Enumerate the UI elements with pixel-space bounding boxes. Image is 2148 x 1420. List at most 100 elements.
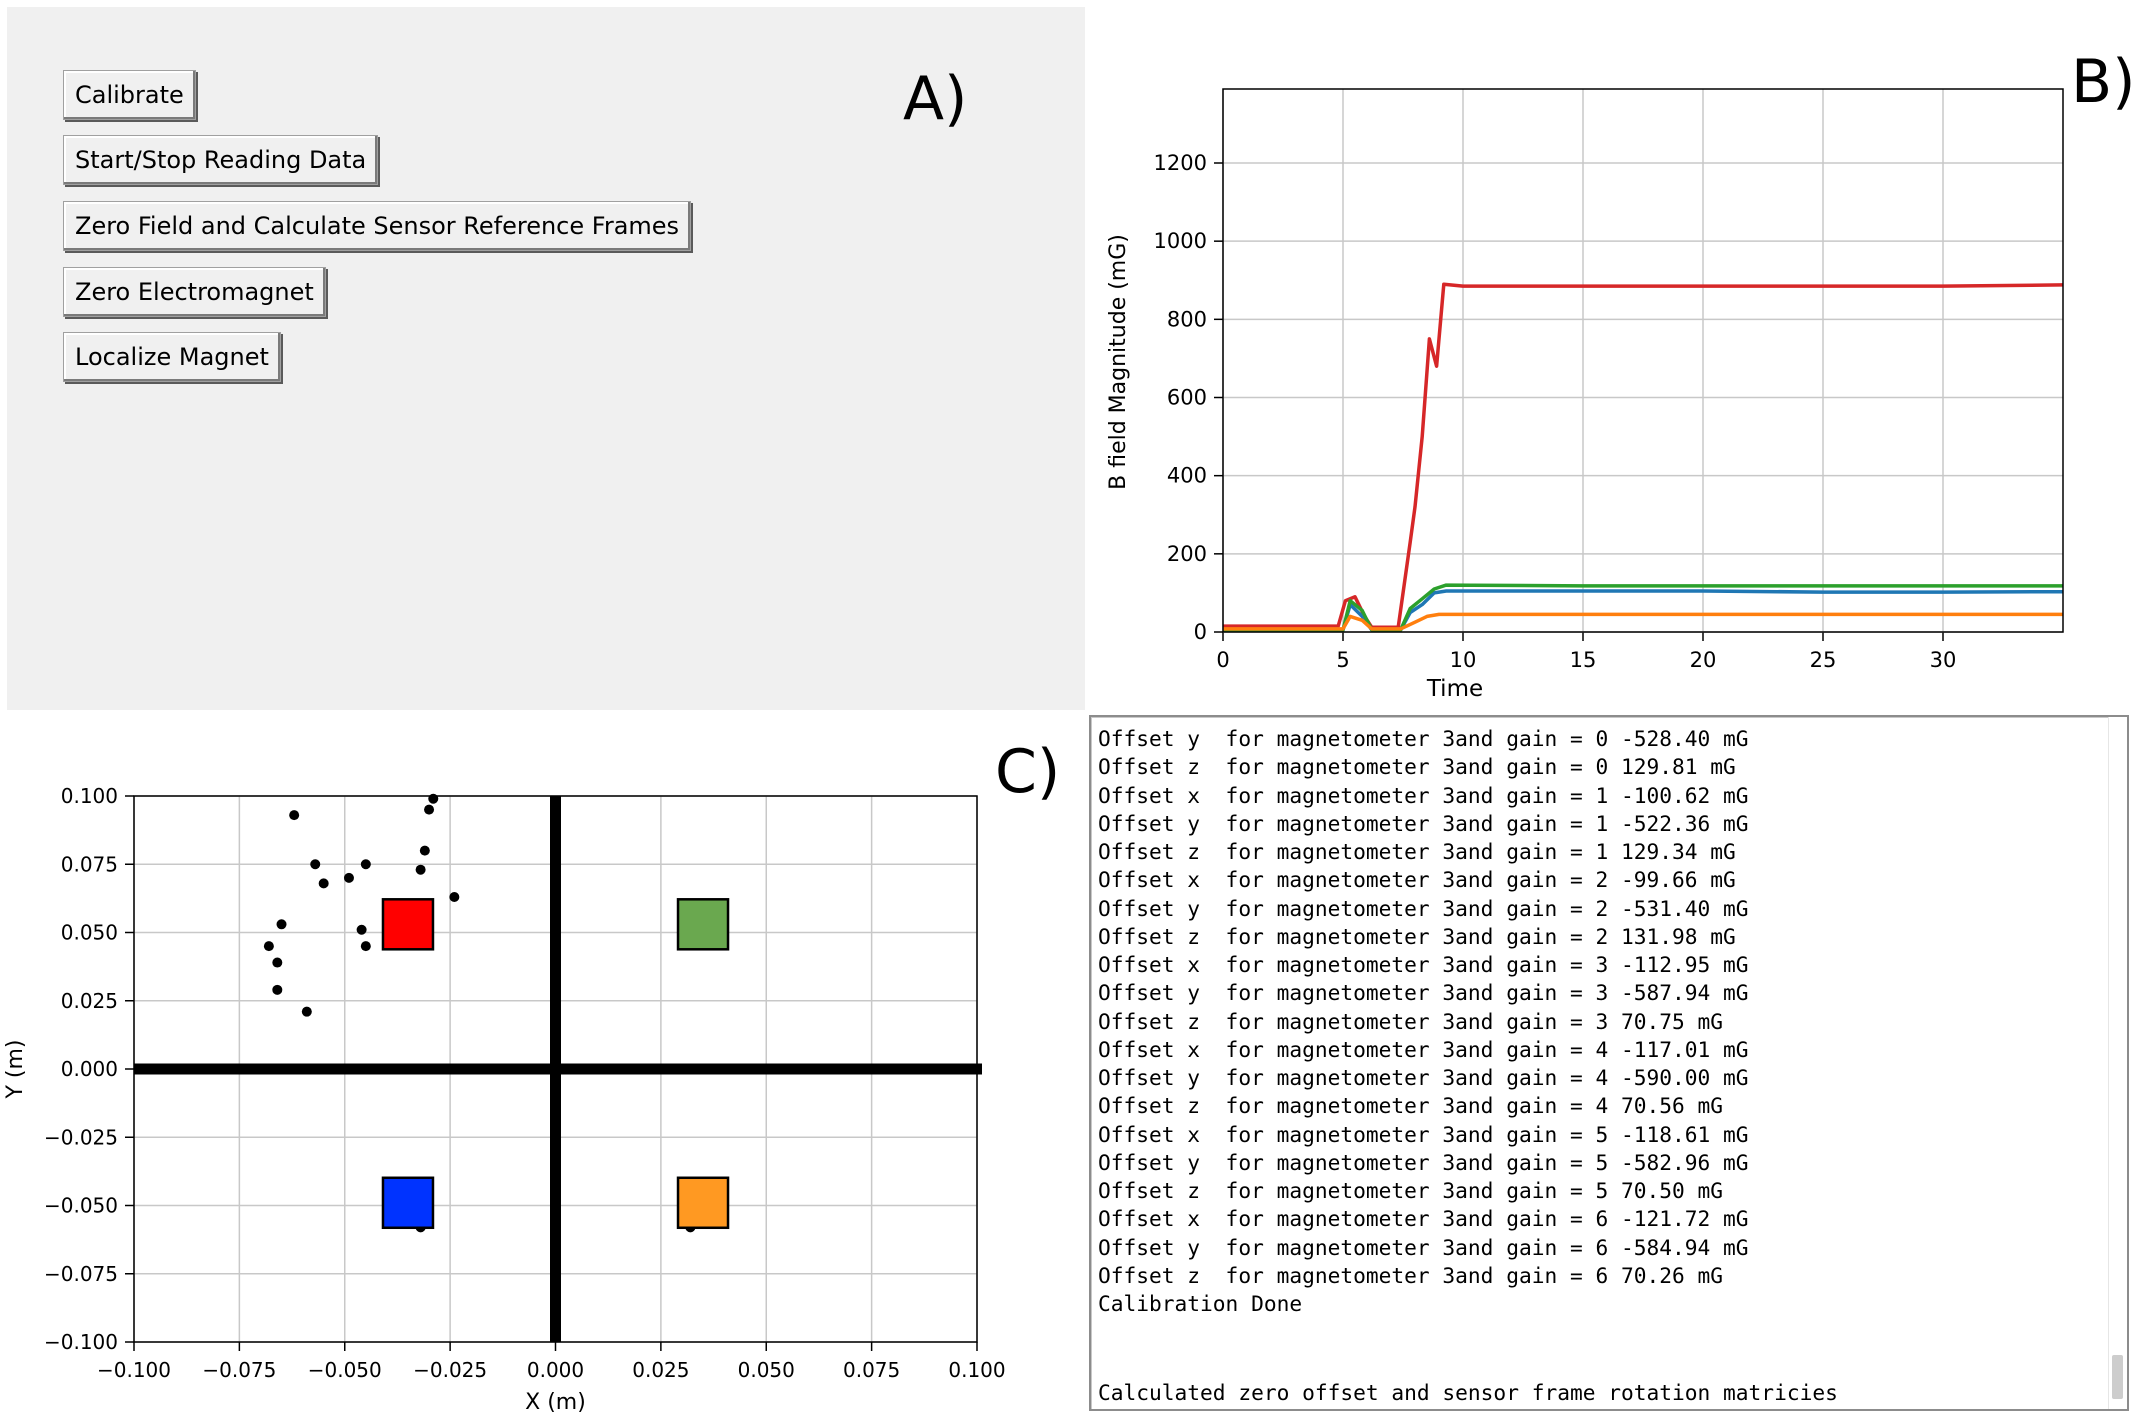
plot-frame bbox=[1222, 88, 2064, 633]
y-tick-label: 1200 bbox=[1154, 151, 1207, 175]
console-line: Offset z for magnetometer 3and gain = 4 … bbox=[1098, 1093, 1724, 1119]
y-tick-label: 0.025 bbox=[61, 989, 118, 1013]
x-axis-label: X (m) bbox=[525, 1390, 586, 1415]
y-tick-label: −0.100 bbox=[44, 1330, 118, 1354]
series-line bbox=[1223, 589, 2064, 632]
y-tick-label: 0 bbox=[1194, 620, 1207, 644]
panel-a-label: A) bbox=[903, 64, 968, 134]
console-line: Offset z for magnetometer 3and gain = 0 … bbox=[1098, 754, 1736, 780]
console-last-line: Calculated zero offset and sensor frame … bbox=[1098, 1380, 1838, 1405]
x-tick-label: 0 bbox=[1216, 648, 1229, 672]
y-tick-label: 800 bbox=[1167, 307, 1207, 331]
scatter-point bbox=[263, 941, 274, 952]
scatter-point bbox=[356, 924, 367, 935]
panel-c-label: C) bbox=[995, 737, 1061, 807]
scatter-point bbox=[310, 859, 321, 870]
x-tick-label: 30 bbox=[1930, 648, 1957, 672]
y-tick-label: −0.050 bbox=[44, 1194, 118, 1218]
console-line: Offset x for magnetometer 3and gain = 4 … bbox=[1098, 1036, 1749, 1062]
localize-magnet-button[interactable]: Localize Magnet bbox=[63, 332, 281, 382]
scatter-point bbox=[289, 810, 300, 821]
x-tick-label: −0.050 bbox=[308, 1358, 382, 1382]
console-line: Offset y for magnetometer 3and gain = 1 … bbox=[1098, 810, 1749, 836]
scatter-point bbox=[360, 859, 371, 870]
plot-frame bbox=[133, 795, 978, 1343]
y-axis-label: Y (m) bbox=[3, 1039, 28, 1099]
x-tick-label: 0.100 bbox=[948, 1358, 1005, 1382]
console-line: Offset y for magnetometer 3and gain = 6 … bbox=[1098, 1234, 1749, 1260]
console-line: Offset z for magnetometer 3and gain = 3 … bbox=[1098, 1008, 1724, 1034]
calibrate-button[interactable]: Calibrate bbox=[63, 70, 196, 120]
scatter-point bbox=[301, 1006, 312, 1017]
y-tick-label: −0.025 bbox=[44, 1125, 118, 1149]
x-tick-label: −0.025 bbox=[413, 1358, 487, 1382]
scatter-point bbox=[428, 793, 439, 804]
x-tick-label: 0.050 bbox=[738, 1358, 795, 1382]
series-line bbox=[1223, 583, 2063, 632]
zero-field-calculate-frames-button[interactable]: Zero Field and Calculate Sensor Referenc… bbox=[63, 201, 692, 251]
y-tick-label: 0.100 bbox=[61, 784, 118, 808]
console-line: Offset z for magnetometer 3and gain = 1 … bbox=[1098, 839, 1736, 864]
sensor-square bbox=[676, 898, 730, 951]
series-line bbox=[1223, 282, 2064, 630]
console-line: Offset x for magnetometer 3and gain = 3 … bbox=[1098, 952, 1749, 977]
scatter-point bbox=[272, 984, 283, 995]
scatter-point bbox=[343, 872, 354, 883]
series-line bbox=[1223, 612, 2063, 631]
console-output[interactable]: Offset y for magnetometer 3and gain = 0 … bbox=[1089, 715, 2129, 1411]
scatter-point bbox=[318, 878, 329, 889]
scatter-point bbox=[360, 941, 371, 952]
scatter-point bbox=[272, 957, 283, 968]
console-line: Offset z for magnetometer 3and gain = 2 … bbox=[1098, 923, 1736, 949]
y-tick-label: 600 bbox=[1167, 386, 1207, 410]
sensor-square bbox=[676, 1176, 730, 1230]
console-line: Offset x for magnetometer 3and gain = 6 … bbox=[1098, 1206, 1749, 1232]
zero-electromagnet-button[interactable]: Zero Electromagnet bbox=[63, 267, 326, 317]
y-tick-label: 0.000 bbox=[61, 1057, 118, 1081]
sensor-square bbox=[381, 898, 435, 951]
field-magnitude-chart: 0 5 10 15 20 25 30 0 200 400 600 800 1000 1200 Time B f… bbox=[1106, 88, 2064, 702]
console-line: Offset y for magnetometer 3and gain = 0 … bbox=[1098, 726, 1749, 751]
x-tick-label: −0.075 bbox=[202, 1358, 276, 1382]
localization-plot-panel: −0.100 −0.100 −0.075 −0.075 −0.050 −0.050 −0.0… bbox=[0, 712, 1085, 1416]
scatter-point bbox=[419, 845, 430, 856]
console-line: Offset x for magnetometer 3and gain = 5 … bbox=[1098, 1121, 1749, 1147]
field-magnitude-chart-panel: 0 5 10 15 20 25 30 0 200 400 600 800 1000 1200 Time B f… bbox=[1085, 0, 2148, 712]
scatter-point bbox=[415, 864, 426, 875]
x-tick-label: −0.100 bbox=[97, 1358, 171, 1382]
x-tick-label: 0.075 bbox=[843, 1358, 900, 1382]
y-tick-label: −0.075 bbox=[44, 1262, 118, 1286]
y-axis-label: B field Magnitude (mG) bbox=[1106, 234, 1131, 490]
console-scrollbar[interactable] bbox=[2108, 717, 2127, 1409]
start-stop-reading-button[interactable]: Start/Stop Reading Data bbox=[63, 135, 379, 185]
y-tick-label: 1000 bbox=[1154, 229, 1207, 253]
console-scrollbar-thumb[interactable] bbox=[2112, 1355, 2123, 1399]
x-tick-label: 0.025 bbox=[632, 1358, 689, 1382]
x-tick-label: 15 bbox=[1570, 648, 1597, 672]
y-tick-label: 200 bbox=[1167, 542, 1207, 566]
console-line: Offset y for magnetometer 3and gain = 2 … bbox=[1098, 895, 1749, 921]
console-line: Offset z for magnetometer 3and gain = 5 … bbox=[1098, 1178, 1724, 1203]
x-axis-label: Time bbox=[1426, 676, 1483, 702]
scatter-point bbox=[449, 892, 460, 903]
scatter-point bbox=[276, 919, 287, 930]
console-line: Offset x for magnetometer 3and gain = 1 … bbox=[1098, 782, 1749, 808]
y-tick-label: 0.050 bbox=[61, 921, 118, 945]
x-tick-label: 20 bbox=[1690, 648, 1717, 672]
sensor-square bbox=[381, 1176, 435, 1230]
panel-b-label: B) bbox=[2071, 47, 2136, 117]
localization-plot: −0.100 −0.100 −0.075 −0.075 −0.050 −0.050 −0.0… bbox=[3, 784, 1006, 1415]
console-line: Offset y for magnetometer 3and gain = 3 … bbox=[1098, 980, 1749, 1006]
console-lines: Offset y for magnetometer 3and gain = 0 … bbox=[1098, 725, 1749, 1318]
y-tick-label: 400 bbox=[1167, 464, 1207, 488]
console-line: Offset y for magnetometer 3and gain = 5 … bbox=[1098, 1149, 1749, 1175]
control-panel: Calibrate Start/Stop Reading Data Zero F… bbox=[7, 7, 1085, 710]
x-tick-label: 25 bbox=[1810, 648, 1837, 672]
scatter-point bbox=[424, 804, 435, 815]
console-line: Offset z for magnetometer 3and gain = 6 … bbox=[1098, 1262, 1724, 1288]
console-line: Offset x for magnetometer 3and gain = 2 … bbox=[1098, 867, 1736, 893]
plot-area bbox=[1223, 89, 2063, 632]
x-tick-label: 5 bbox=[1336, 648, 1349, 672]
x-tick-label: 0.000 bbox=[527, 1358, 584, 1382]
console-line: Offset y for magnetometer 3and gain = 4 … bbox=[1098, 1065, 1749, 1090]
